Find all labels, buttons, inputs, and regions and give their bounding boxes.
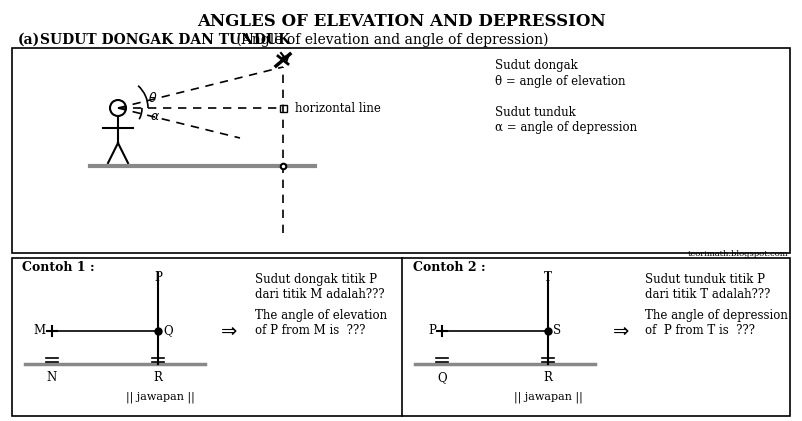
Text: S: S <box>553 325 561 338</box>
Text: || jawapan ||: || jawapan || <box>126 392 194 403</box>
Text: teorimath.blogspot.com: teorimath.blogspot.com <box>687 250 788 258</box>
Bar <box>12 258 790 416</box>
Text: horizontal line: horizontal line <box>295 101 381 115</box>
Text: The angle of elevation: The angle of elevation <box>255 309 387 322</box>
Text: Sudut tunduk titik P: Sudut tunduk titik P <box>645 273 765 286</box>
Text: N: N <box>47 371 57 384</box>
Text: (Angle of elevation and angle of depression): (Angle of elevation and angle of depress… <box>232 33 549 48</box>
Text: ANGLES OF ELEVATION AND DEPRESSION: ANGLES OF ELEVATION AND DEPRESSION <box>196 13 606 30</box>
Text: Contoh 1 :: Contoh 1 : <box>22 261 95 274</box>
Text: The angle of depression: The angle of depression <box>645 309 788 322</box>
Text: dari titik M adalah???: dari titik M adalah??? <box>255 288 385 301</box>
Bar <box>12 48 790 253</box>
Text: of  P from T is  ???: of P from T is ??? <box>645 324 755 337</box>
Text: || jawapan ||: || jawapan || <box>513 392 582 403</box>
Text: SUDUT DONGAK DAN TUNDUK: SUDUT DONGAK DAN TUNDUK <box>40 33 290 47</box>
Text: θ = angle of elevation: θ = angle of elevation <box>495 75 626 88</box>
Text: (a): (a) <box>18 33 40 47</box>
Bar <box>280 104 286 112</box>
Text: Q: Q <box>437 371 447 384</box>
Text: $\Rightarrow$: $\Rightarrow$ <box>610 322 630 340</box>
Text: of P from M is  ???: of P from M is ??? <box>255 324 366 337</box>
Text: R: R <box>153 371 163 384</box>
Text: $\Rightarrow$: $\Rightarrow$ <box>217 322 238 340</box>
Text: Sudut dongak: Sudut dongak <box>495 59 577 72</box>
Text: P: P <box>154 271 162 284</box>
Text: α = angle of depression: α = angle of depression <box>495 122 637 134</box>
Text: M: M <box>34 325 46 338</box>
Text: dari titik T adalah???: dari titik T adalah??? <box>645 288 771 301</box>
Text: T: T <box>544 271 552 284</box>
Text: R: R <box>544 371 553 384</box>
Text: P: P <box>428 325 436 338</box>
Text: Sudut dongak titik P: Sudut dongak titik P <box>255 273 377 286</box>
Text: Q: Q <box>163 325 172 338</box>
Text: Sudut tunduk: Sudut tunduk <box>495 107 576 120</box>
Text: $\alpha$: $\alpha$ <box>150 110 160 123</box>
Text: Contoh 2 :: Contoh 2 : <box>413 261 486 274</box>
Text: $\theta$: $\theta$ <box>148 91 157 105</box>
